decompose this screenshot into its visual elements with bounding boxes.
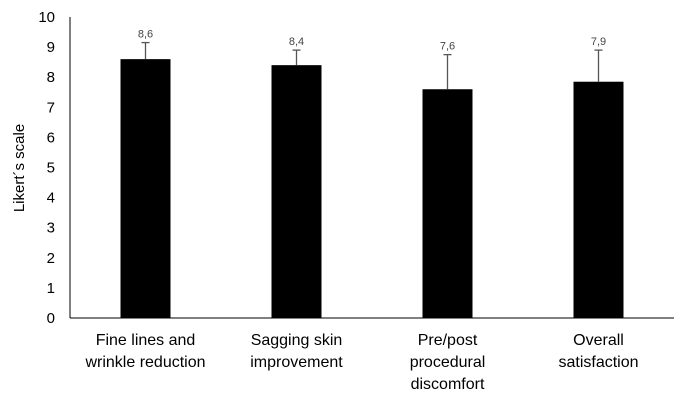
category-label-line: discomfort <box>411 376 485 393</box>
category-label-line: Pre/post <box>418 332 478 349</box>
bars <box>120 59 624 319</box>
bar <box>573 81 624 318</box>
y-tick-label: 3 <box>47 220 55 237</box>
y-tick-label: 6 <box>47 129 55 146</box>
data-label: 7,9 <box>591 36 606 48</box>
category-label-line: wrinkle reduction <box>84 354 205 371</box>
category-labels: Fine lines and wrinkle reduction Sagging s… <box>84 332 638 393</box>
y-tick-label: 7 <box>47 99 55 116</box>
data-label: 8,6 <box>138 29 153 41</box>
y-tick-label: 1 <box>47 280 55 297</box>
data-label: 8,4 <box>289 36 304 48</box>
error-bars <box>141 41 603 90</box>
category-label-line: procedural <box>410 354 486 371</box>
bar <box>120 59 171 318</box>
data-labels: 8,6 8,4 7,6 7,9 <box>138 29 606 53</box>
y-tick-label: 2 <box>47 250 55 267</box>
y-axis-title: Likert´s scale <box>11 124 28 212</box>
category-label-line: Sagging skin <box>251 332 343 349</box>
category-label-line: Fine lines and <box>96 332 196 349</box>
data-label: 7,6 <box>440 41 455 53</box>
category-label-line: satisfaction <box>558 354 638 371</box>
category-label-line: Overall <box>573 332 624 349</box>
y-tick-label: 5 <box>47 160 55 177</box>
y-tick-label: 10 <box>38 9 55 26</box>
category-label: Overall satisfaction <box>558 332 638 371</box>
y-tick-label: 9 <box>47 39 55 56</box>
category-label-line: improvement <box>250 354 343 371</box>
bar <box>271 65 322 318</box>
category-label: Sagging skin improvement <box>250 332 343 371</box>
y-tick-label: 4 <box>47 190 55 207</box>
bar <box>422 89 473 319</box>
category-label: Fine lines and wrinkle reduction <box>84 332 205 371</box>
y-tick-label: 0 <box>47 310 55 327</box>
y-axis-ticks: 0 1 2 3 4 5 6 7 8 9 10 <box>38 9 55 327</box>
y-tick-label: 8 <box>47 69 55 86</box>
category-label: Pre/post procedural discomfort <box>410 332 486 393</box>
